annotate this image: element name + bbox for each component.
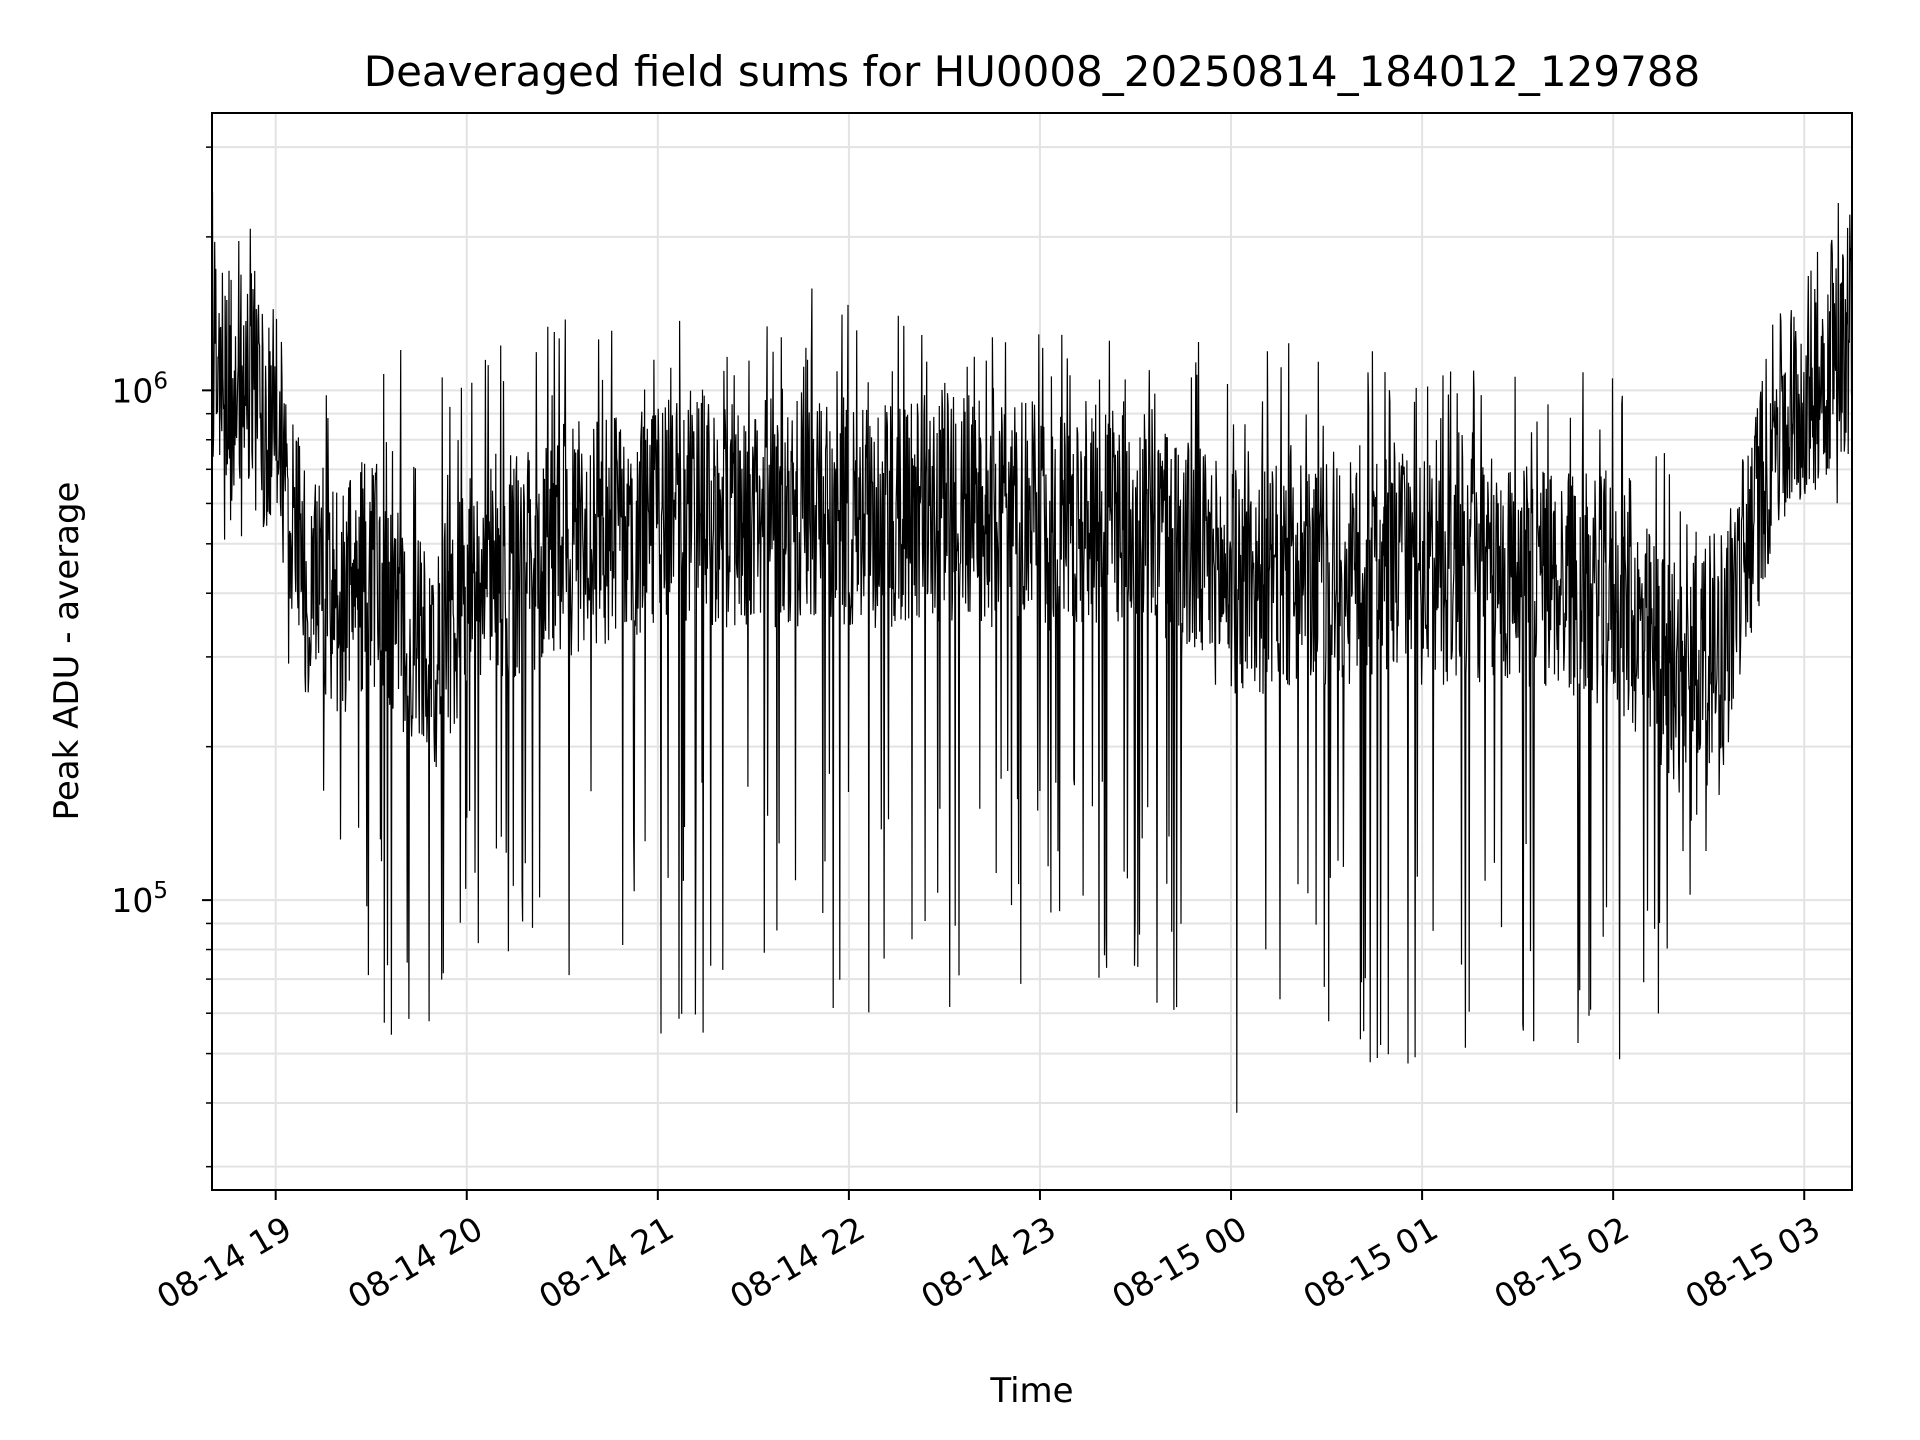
plot-area bbox=[212, 192, 1852, 1113]
x-axis-title: Time bbox=[989, 1371, 1073, 1411]
series-line bbox=[212, 192, 1852, 1113]
plot-frame bbox=[211, 112, 1853, 1191]
y-axis-title: Peak ADU - average bbox=[47, 482, 87, 821]
chart-title: Deaveraged field sums for HU0008_2025081… bbox=[364, 47, 1701, 96]
